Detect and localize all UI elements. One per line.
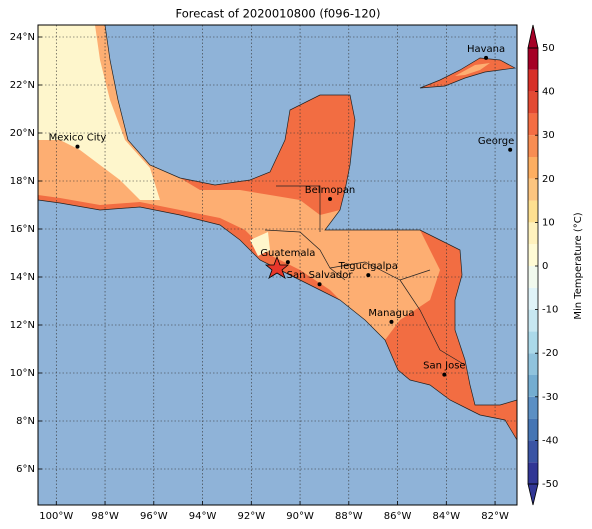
city-label: Tegucigalpa — [338, 261, 398, 272]
city-dot — [285, 260, 290, 265]
y-tick-label: 16°N — [10, 224, 35, 235]
colorbar-band — [528, 157, 538, 179]
city-dot — [484, 55, 489, 60]
x-tick-label: 94°W — [189, 511, 217, 522]
colorbar-band — [528, 353, 538, 375]
colorbar-tick-label: 50 — [542, 43, 555, 54]
cities: Havana Mexico City George Town Belmopan Guat… — [49, 44, 543, 377]
y-tick-label: 14°N — [10, 272, 35, 283]
x-tick-label: 98°W — [91, 511, 119, 522]
title: Forecast of 2020010800 (f096-120) — [176, 7, 381, 21]
cuba-interior — [455, 63, 490, 76]
city-dot — [317, 282, 322, 287]
colorbar-band — [528, 48, 538, 70]
city-dot — [366, 273, 371, 278]
map-area: Havana Mexico City George Town Belmopan Guat… — [38, 25, 543, 505]
city-dot — [75, 144, 80, 149]
cool-region — [38, 25, 160, 200]
colorbar-extend — [527, 24, 539, 49]
colorbar-tick-label: -30 — [542, 392, 558, 403]
colorbar-band — [528, 440, 538, 463]
city-dot — [328, 197, 333, 201]
x-tick-label: 86°W — [384, 511, 412, 522]
x-tick-label: 100°W — [39, 511, 73, 522]
colorbar-extend — [527, 483, 539, 506]
x-tick-label: 84°W — [432, 511, 460, 522]
colorbar-band — [528, 178, 538, 201]
y-tick-label: 22°N — [10, 80, 35, 91]
y-tick-label: 6°N — [16, 464, 35, 475]
colorbar-band — [528, 91, 538, 114]
colorbar-band — [528, 462, 538, 484]
y-tick-label: 8°N — [16, 416, 35, 427]
y-tick-label: 24°N — [10, 32, 35, 43]
colorbar-band — [528, 287, 538, 310]
colorbar-band — [528, 396, 538, 419]
colorbar-tick-label: -20 — [542, 348, 558, 359]
y-tick-label: 10°N — [10, 368, 35, 379]
axes: 100°W 98°W 96°W 94°W 92°W 90°W 88°W 86°W 84°W 82°… — [10, 32, 509, 522]
city-dot — [442, 372, 447, 377]
city-dot — [389, 319, 394, 324]
x-tick-label: 90°W — [286, 511, 314, 522]
city-label: Mexico City — [49, 133, 107, 144]
location-star — [264, 255, 290, 279]
colorbar-band — [528, 69, 538, 92]
grid — [38, 25, 517, 505]
x-tick-label: 88°W — [335, 511, 363, 522]
colorbar-band — [528, 113, 538, 136]
warm-region — [180, 95, 355, 215]
colorbar-band — [528, 266, 538, 288]
x-tick-label: 96°W — [140, 511, 168, 522]
city-label: Managua — [368, 308, 414, 319]
cool-region — [250, 232, 270, 256]
colorbar-tick-label: 40 — [542, 87, 555, 98]
y-tick-label: 18°N — [10, 176, 35, 187]
colorbar-band — [528, 375, 538, 397]
city-label: Havana — [467, 44, 505, 55]
colorbar-band — [528, 244, 538, 266]
colorbar-band — [528, 200, 538, 223]
city-label: San Salvador — [287, 270, 354, 281]
city-label: Belmopan — [305, 185, 355, 196]
colorbar-tick-label: -40 — [542, 435, 558, 446]
y-tick-label: 12°N — [10, 320, 35, 331]
warm-region — [38, 195, 340, 300]
colorbar-tick-label: 10 — [542, 217, 555, 228]
colorbar-band — [528, 418, 538, 441]
colorbar-band — [528, 222, 538, 245]
colorbar-tick-label: 30 — [542, 130, 555, 141]
borders — [264, 185, 466, 366]
colorbar-tick-label: 20 — [542, 174, 555, 185]
colorbar-band — [528, 331, 538, 354]
colorbar-label: Min Temperature (°C) — [573, 212, 584, 319]
coastline — [38, 25, 517, 441]
city-dot — [508, 147, 513, 152]
x-tick-label: 92°W — [237, 511, 265, 522]
colorbar-tick-label: 0 — [542, 261, 548, 272]
city-label: San Jose — [423, 361, 465, 372]
warm-region — [385, 230, 517, 440]
colorbar-band — [528, 135, 538, 157]
city-label: George Town — [478, 136, 543, 147]
city-label: Guatemala — [260, 248, 315, 259]
map-frame — [37, 24, 518, 506]
colorbar: 50 40 30 20 10 0 -10 -20 -30 -40 -50 — [527, 24, 558, 506]
colorbar-band — [528, 309, 538, 332]
colorbar-tick-label: -10 — [542, 305, 558, 316]
x-tick-label: 82°W — [481, 511, 509, 522]
colorbar-tick-label: -50 — [542, 479, 558, 490]
y-tick-label: 20°N — [10, 128, 35, 139]
